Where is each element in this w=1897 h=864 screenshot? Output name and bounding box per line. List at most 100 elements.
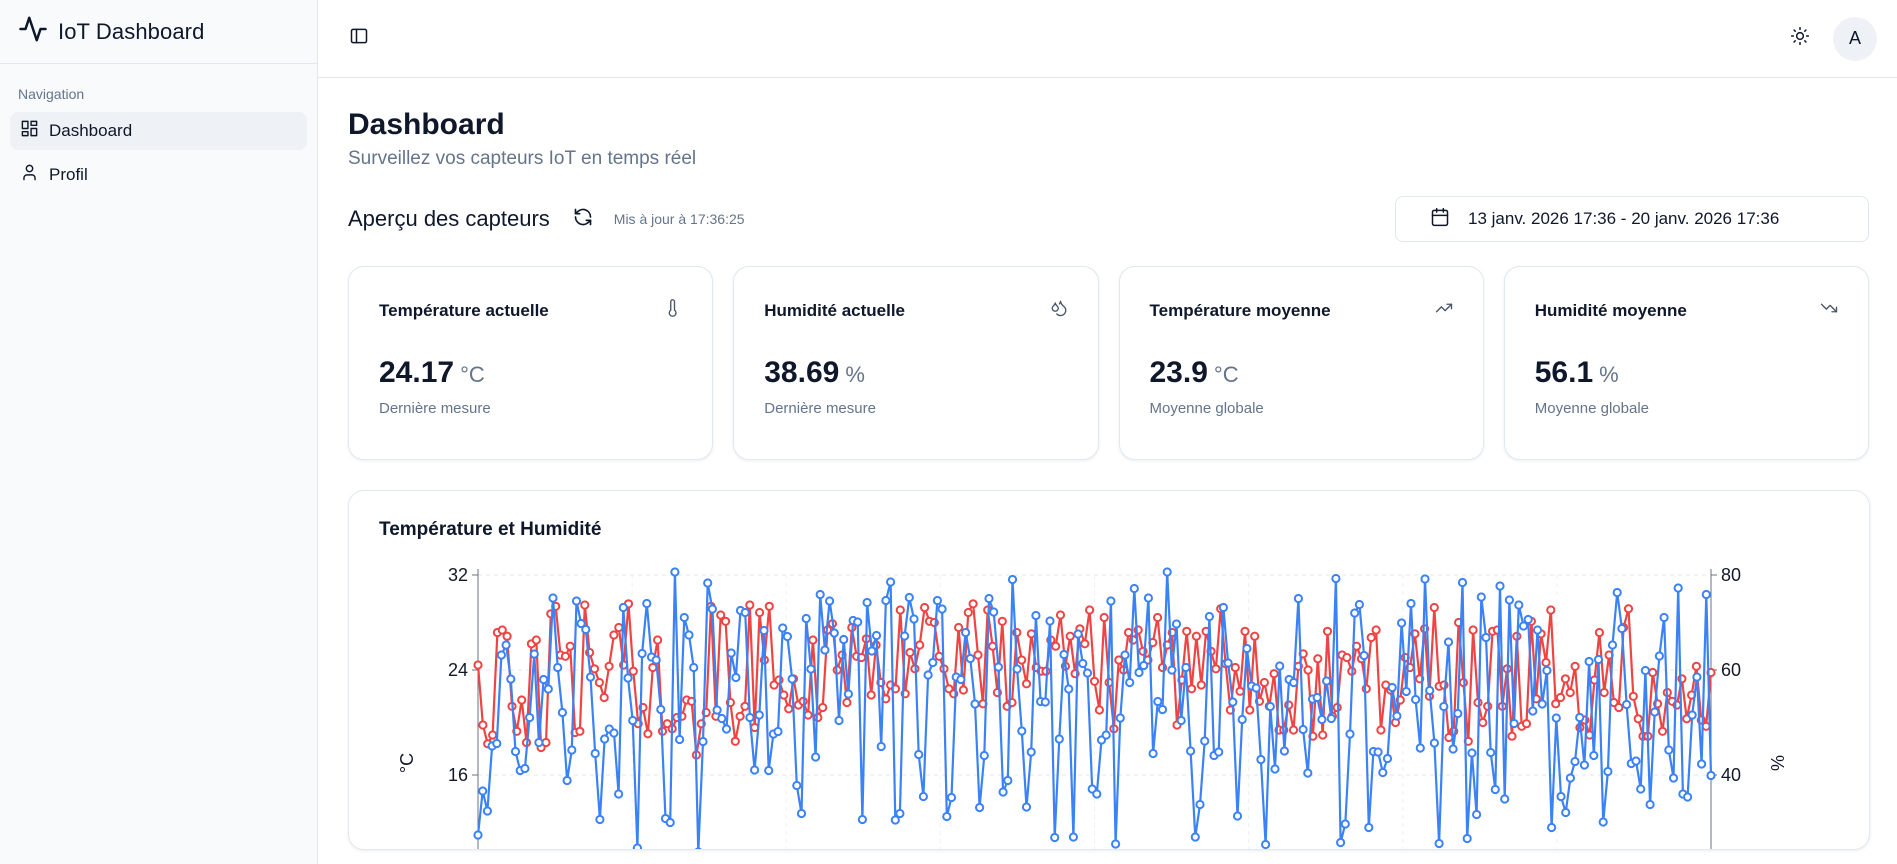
- temperature-point: [1240, 626, 1250, 636]
- humidity-point: [1012, 664, 1022, 674]
- humidity-point: [1364, 822, 1374, 833]
- temperature-point: [653, 635, 663, 645]
- temperature-point: [866, 690, 876, 700]
- date-range-label: 13 janv. 2026 17:36 - 20 janv. 2026 17:3…: [1468, 209, 1780, 228]
- humidity-point: [1495, 581, 1505, 591]
- humidity-point: [1064, 684, 1074, 694]
- sidebar-item-dashboard[interactable]: Dashboard: [10, 112, 307, 150]
- humidity-point: [1120, 650, 1130, 660]
- humidity-point: [1190, 832, 1200, 842]
- humidity-point: [1532, 625, 1543, 635]
- y-left-tick-label: 24: [448, 660, 468, 680]
- humidity-point: [881, 595, 891, 606]
- humidity-point: [1139, 660, 1149, 671]
- sidebar-item-label: Dashboard: [49, 121, 133, 140]
- humidity-point: [1003, 775, 1013, 786]
- y-left-tick-label: 32: [448, 565, 468, 585]
- last-updated: Mis à jour à 17:36:25: [613, 211, 745, 227]
- temperature-point: [1026, 629, 1037, 639]
- humidity-point: [473, 830, 483, 840]
- topbar: A: [318, 0, 1897, 78]
- temperature-point: [958, 685, 969, 695]
- humidity-point: [1593, 654, 1604, 665]
- card-value: 56.1: [1534, 356, 1594, 389]
- temperature-point: [954, 622, 964, 633]
- humidity-point: [1509, 718, 1519, 729]
- humidity-point: [1181, 662, 1191, 673]
- humidity-point: [520, 763, 530, 774]
- theme-toggle-button[interactable]: [1781, 20, 1819, 58]
- humidity-point: [1584, 656, 1594, 667]
- temperature-point: [1191, 631, 1202, 641]
- refresh-button[interactable]: [570, 206, 596, 232]
- humidity-point: [694, 847, 702, 849]
- temperature-point: [1507, 731, 1517, 741]
- humidity-point: [1322, 676, 1332, 686]
- sidebar-toggle-button[interactable]: [340, 20, 378, 58]
- card-unit: %: [1599, 362, 1619, 387]
- temperature-point: [1089, 676, 1100, 686]
- temperature-point: [905, 647, 915, 658]
- temperature-point: [968, 599, 978, 609]
- humidity-point: [1129, 583, 1139, 594]
- humidity-point: [970, 699, 980, 709]
- card-value: 38.69: [764, 356, 840, 389]
- temperature-point: [614, 622, 624, 633]
- temperature-point: [497, 625, 507, 635]
- humidity-point: [665, 817, 675, 828]
- humidity-point: [590, 748, 600, 759]
- temperature-point: [1565, 687, 1575, 698]
- humidity-point: [787, 674, 797, 684]
- humidity-point: [1654, 651, 1665, 661]
- droplets-icon: [1050, 299, 1068, 322]
- humidity-point: [1134, 667, 1144, 678]
- humidity-point: [815, 589, 825, 600]
- topbar-actions: A: [1781, 16, 1877, 61]
- temperature-point: [1017, 655, 1027, 665]
- card-title: Température moyenne: [1149, 300, 1331, 320]
- humidity-point: [1214, 747, 1224, 757]
- temperature-point: [895, 605, 905, 615]
- humidity-point: [1636, 784, 1646, 794]
- humidity-point: [1401, 686, 1411, 697]
- humidity-point: [1556, 791, 1566, 802]
- humidity-point: [1265, 701, 1275, 712]
- temperature-point: [1065, 631, 1075, 641]
- humidity-point: [1640, 665, 1651, 676]
- overview-header: Aperçu des capteurs Mis à jour à 17:36:2…: [348, 196, 1869, 242]
- humidity-point: [1354, 599, 1365, 610]
- nav-group-label: Navigation: [18, 86, 85, 102]
- humidity-point: [1542, 665, 1552, 676]
- sidebar-item-profil[interactable]: Profil: [10, 156, 307, 194]
- brand[interactable]: IoT Dashboard: [0, 0, 317, 64]
- humidity-point: [839, 634, 849, 645]
- temperature-point: [784, 704, 794, 714]
- humidity-point: [1692, 672, 1702, 682]
- humidity-point: [534, 737, 544, 748]
- humidity-point: [923, 670, 933, 680]
- layout-grid-icon: [20, 119, 39, 143]
- humidity-point: [1050, 832, 1060, 843]
- temperature-point: [1153, 612, 1163, 623]
- humidity-point: [529, 649, 539, 659]
- date-range-picker[interactable]: 13 janv. 2026 17:36 - 20 janv. 2026 17:3…: [1395, 196, 1869, 242]
- humidity-point: [689, 662, 699, 673]
- temperature-point: [764, 601, 774, 611]
- humidity-point: [989, 607, 999, 617]
- humidity-point: [707, 604, 717, 614]
- main-area: A Dashboard Surveillez vos capteurs IoT …: [318, 0, 1897, 864]
- temperature-point: [1187, 684, 1197, 694]
- humidity-point: [904, 592, 914, 603]
- humidity-point: [1420, 574, 1430, 584]
- humidity-point: [895, 808, 905, 819]
- temperature-humidity-chart[interactable]: 32 24 16 80 60 40 °C%: [379, 555, 1839, 850]
- avatar[interactable]: A: [1833, 16, 1877, 61]
- temperature-point: [502, 631, 512, 641]
- temperature-point: [1541, 657, 1551, 668]
- humidity-point: [1668, 773, 1679, 783]
- humidity-point: [1378, 767, 1388, 778]
- temperature-point: [808, 635, 818, 645]
- humidity-point: [890, 815, 900, 825]
- temperature-point: [565, 641, 575, 651]
